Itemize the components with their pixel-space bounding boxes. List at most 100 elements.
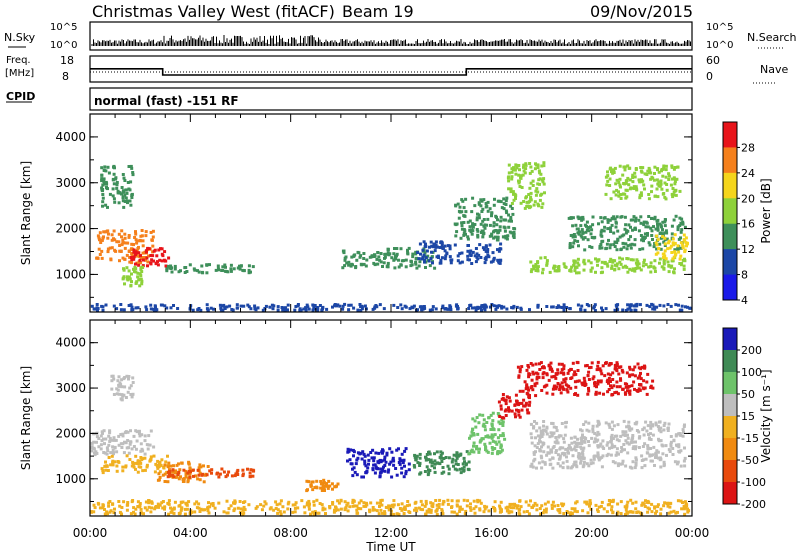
echo-cell xyxy=(542,366,546,370)
echo-cell xyxy=(648,168,652,172)
echo-cell xyxy=(484,258,488,262)
echo-cell xyxy=(528,396,531,400)
echo-cell xyxy=(593,437,597,441)
echo-cell xyxy=(459,453,463,457)
echo-cell xyxy=(477,253,481,257)
echo-cell xyxy=(429,510,433,514)
echo-cell xyxy=(645,451,649,455)
echo-cell xyxy=(518,368,522,371)
echo-cell xyxy=(420,308,424,312)
echo-cell xyxy=(677,445,681,449)
echo-cell xyxy=(529,195,533,199)
echo-cell xyxy=(141,449,145,453)
echo-cell xyxy=(505,395,509,399)
colorbar-tick-label: 20 xyxy=(741,192,755,205)
echo-cell xyxy=(412,464,416,467)
colorbar-tick-label: -15 xyxy=(741,432,759,445)
echo-cell xyxy=(637,229,641,233)
echo-cell xyxy=(474,425,478,429)
echo-cell xyxy=(654,421,658,425)
echo-cell xyxy=(593,432,597,435)
echo-cell xyxy=(615,451,619,455)
echo-cell xyxy=(324,512,327,515)
echo-cell xyxy=(669,444,673,448)
echo-cell xyxy=(481,219,485,223)
echo-cell xyxy=(286,507,290,511)
echo-cell xyxy=(479,231,483,234)
echo-cell xyxy=(398,457,402,461)
echo-cell xyxy=(608,218,612,222)
echo-cell xyxy=(160,247,164,251)
echo-cell xyxy=(565,306,569,309)
echo-cell xyxy=(404,447,408,451)
echo-cell xyxy=(156,459,160,463)
echo-cell xyxy=(529,165,533,169)
echo-cell xyxy=(397,512,401,516)
echo-cell xyxy=(577,379,581,383)
echo-cell xyxy=(476,307,480,310)
echo-cell xyxy=(673,166,677,169)
echo-cell xyxy=(629,308,633,312)
echo-cell xyxy=(634,463,638,467)
echo-cell xyxy=(139,465,143,469)
echo-cell xyxy=(470,232,474,236)
echo-cell xyxy=(385,265,389,269)
echo-cell xyxy=(598,246,602,250)
echo-cell xyxy=(666,504,670,508)
echo-cell xyxy=(524,167,528,171)
echo-cell xyxy=(106,250,110,254)
echo-cell xyxy=(232,509,236,513)
echo-cell xyxy=(110,387,114,391)
echo-cell xyxy=(446,464,450,468)
echo-cell xyxy=(643,505,647,508)
echo-cell xyxy=(564,447,568,451)
echo-cell xyxy=(605,443,609,447)
echo-cell xyxy=(150,506,153,510)
echo-cell xyxy=(108,431,112,435)
echo-cell xyxy=(576,393,580,397)
echo-cell xyxy=(97,437,101,440)
echo-cell xyxy=(414,262,418,266)
echo-cell xyxy=(479,256,483,259)
echo-cell xyxy=(163,507,166,511)
echo-cell xyxy=(573,445,577,449)
echo-cell xyxy=(144,258,147,262)
echo-cell xyxy=(232,501,235,505)
echo-cell xyxy=(515,305,519,309)
x-tick-label: 08:00 xyxy=(273,526,308,540)
echo-cell xyxy=(476,229,480,233)
echo-cell xyxy=(672,167,676,171)
echo-cell xyxy=(501,396,505,400)
echo-cell xyxy=(589,269,593,273)
echo-cell xyxy=(428,510,431,514)
echo-cell xyxy=(661,228,664,232)
echo-cell xyxy=(610,446,614,450)
echo-cell xyxy=(114,438,118,442)
echo-cell xyxy=(601,308,605,312)
echo-cell xyxy=(677,303,680,307)
echo-cell xyxy=(579,428,582,432)
echo-cell xyxy=(442,457,446,460)
echo-cell xyxy=(147,499,151,502)
echo-cell xyxy=(494,214,498,218)
echo-cell xyxy=(497,249,501,253)
echo-cell xyxy=(628,389,632,393)
echo-cell xyxy=(631,501,635,505)
echo-cell xyxy=(648,454,652,458)
echo-cell xyxy=(558,508,562,511)
echo-cell xyxy=(671,241,675,245)
echo-cell xyxy=(246,303,250,307)
echo-cell xyxy=(643,232,647,236)
echo-cell xyxy=(122,176,126,180)
colorbar-tick-label: 15 xyxy=(741,410,755,423)
echo-cell xyxy=(167,256,171,260)
echo-cell xyxy=(593,381,597,384)
echo-cell xyxy=(362,501,366,505)
echo-cell xyxy=(625,229,629,233)
echo-cell xyxy=(492,221,496,225)
echo-cell xyxy=(611,510,615,514)
echo-cell xyxy=(261,308,265,312)
echo-cell xyxy=(380,498,384,502)
echo-cell xyxy=(521,389,525,393)
echo-cell xyxy=(362,262,366,266)
